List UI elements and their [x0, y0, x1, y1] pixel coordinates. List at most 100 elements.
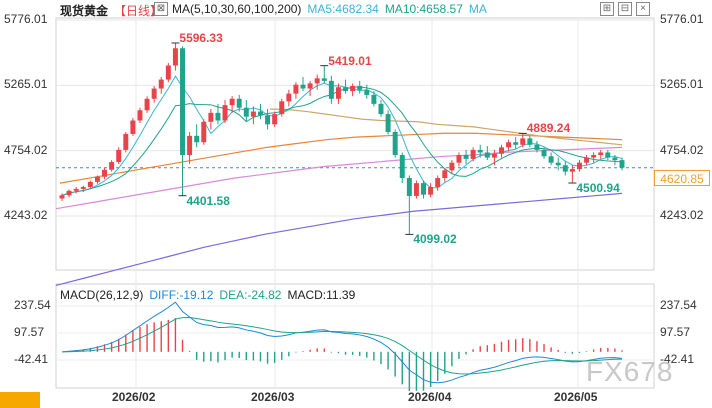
candle-body: [584, 157, 590, 163]
candle-body: [314, 78, 320, 84]
y-tick-label-left: 5776.01: [4, 12, 48, 26]
candle-body: [328, 80, 334, 99]
candle-body: [102, 169, 108, 177]
candle-body: [555, 162, 561, 166]
y-tick-label-right: 4754.02: [660, 142, 704, 157]
candle-body: [428, 186, 434, 195]
macd-tick-label-left: 237.54: [14, 298, 51, 312]
candle-body: [279, 101, 285, 115]
y-tick-label-right: 4243.02: [660, 208, 704, 222]
candle-body: [258, 111, 263, 116]
period-label[interactable]: 【日线】: [114, 4, 163, 18]
candle-body: [158, 79, 164, 89]
macd-dea-value: DEA:-24.82: [219, 288, 282, 302]
x-tick-label: 2026/05: [554, 390, 598, 404]
instrument-title: 现货黄金: [60, 4, 109, 18]
candle-body: [187, 135, 193, 156]
candle-body: [371, 94, 377, 104]
ma-params-label[interactable]: MA(5,10,30,60,100,200): [172, 2, 302, 16]
candle-body: [243, 107, 249, 117]
high-annotation: 5596.33: [179, 30, 223, 45]
candle-body: [116, 149, 122, 163]
candle-body: [215, 112, 221, 121]
y-tick-label-left: 5265.01: [4, 77, 48, 92]
candle-body: [399, 155, 405, 179]
candle-body: [406, 178, 412, 196]
macd-header: MACD(26,12,9) DIFF:-19.12 DEA:-24.82 MACD:1…: [60, 288, 361, 302]
candle-body: [506, 142, 512, 148]
candle-body: [378, 103, 384, 115]
candle-body: [413, 183, 419, 196]
candle-body: [534, 144, 540, 150]
main-plot-frame: [55, 17, 655, 271]
candle-body: [250, 111, 256, 117]
candle-body: [172, 48, 178, 66]
candle-body: [222, 105, 228, 121]
macd-value: MACD:11.39: [287, 288, 356, 302]
candle-body: [66, 190, 72, 196]
candle-body: [94, 176, 100, 182]
candle-body: [562, 165, 568, 172]
close-icon[interactable]: ×: [636, 2, 650, 16]
candle-body: [73, 188, 79, 191]
candle-body: [456, 155, 462, 163]
macd-plot-frame: [55, 283, 655, 389]
macd-params-label[interactable]: MACD(26,12,9): [60, 288, 144, 302]
macd-tick-label-right: 97.57: [660, 324, 691, 339]
candle-body: [59, 195, 65, 199]
y-tick-label-right: 5776.01: [660, 12, 704, 26]
ma10-line: [61, 86, 623, 196]
candle-body: [576, 162, 582, 170]
watermark: FX678: [586, 356, 674, 387]
candle-body: [300, 84, 306, 89]
candle-body: [605, 152, 611, 158]
candle-body: [527, 138, 533, 145]
y-tick-label-right: 5265.01: [660, 77, 704, 92]
candle-body: [392, 132, 398, 156]
macd-tick-label-left: -42.41: [14, 352, 49, 366]
candle-body: [272, 114, 278, 125]
candle-body: [598, 152, 604, 156]
candle-body: [449, 162, 455, 171]
chart-type-icon[interactable]: ⊠: [154, 2, 168, 16]
candle-body: [499, 147, 504, 154]
y-tick-label-left: 4243.02: [4, 208, 48, 222]
candle-body: [151, 88, 157, 99]
low-annotation: 4099.02: [413, 232, 457, 247]
candle-body: [619, 160, 625, 168]
low-annotation: 4401.58: [186, 193, 230, 208]
candle-body: [137, 110, 143, 121]
settings-icon[interactable]: ⊟: [618, 2, 632, 16]
candle-body: [435, 178, 441, 187]
chart-header: 现货黄金 【日线】: [60, 2, 164, 19]
candle-body: [591, 155, 597, 158]
y-tick-label-left: 4754.02: [4, 142, 48, 157]
candle-body: [307, 83, 313, 89]
macd-dea-line: [61, 316, 623, 375]
candle-body: [286, 93, 292, 102]
macd-tick-label-right: -42.41: [660, 352, 695, 366]
fullscreen-icon[interactable]: ⊞: [600, 2, 614, 16]
candle-body: [569, 169, 575, 172]
candle-body: [477, 149, 483, 153]
candle-body: [612, 157, 618, 161]
corner-badge: [0, 392, 40, 408]
x-tick-label: 2026/04: [408, 390, 452, 404]
candle-body: [343, 87, 349, 92]
candle-body: [130, 120, 136, 134]
candle-body: [520, 138, 526, 145]
high-annotation: 4889.24: [526, 121, 571, 136]
x-tick-label: 2026/02: [112, 390, 156, 404]
candle-body: [513, 142, 519, 145]
macd-tick-label-left: 97.57: [14, 324, 45, 339]
candle-body: [194, 135, 200, 143]
ma100-line: [55, 146, 623, 210]
ma-more-label[interactable]: MA: [468, 2, 487, 16]
candle-body: [87, 181, 93, 187]
candle-body: [144, 98, 150, 111]
current-price-tag: 4620.85: [654, 170, 710, 186]
ma30-line: [269, 108, 623, 146]
candle-body: [421, 183, 426, 195]
candle-body: [385, 114, 391, 133]
